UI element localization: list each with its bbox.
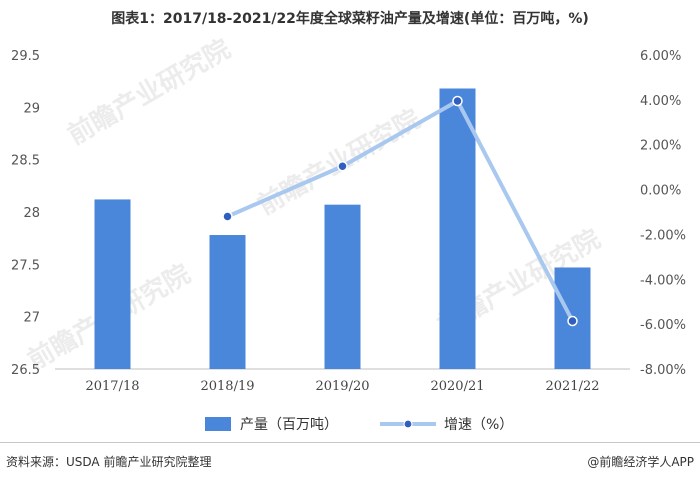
bar (324, 204, 361, 369)
growth-point (222, 211, 233, 222)
chart-title: 图表1：2017/18-2021/22年度全球菜籽油产量及增速(单位：百万吨，%… (111, 11, 589, 27)
growth-point (337, 160, 348, 172)
legend-label: 增速（%） (444, 417, 513, 433)
y-left-tick-label: 29.5 (11, 49, 40, 64)
x-tick-label: 2020/21 (430, 379, 484, 394)
y-right-tick-label: 2.00% (640, 139, 681, 154)
y-right-tick-label: 0.00% (640, 184, 681, 199)
y-right-tick-label: -4.00% (640, 273, 686, 288)
legend-label: 产量（百万吨） (240, 417, 338, 433)
growth-point (452, 95, 463, 107)
y-right-tick-label: -2.00% (640, 228, 686, 243)
y-left-tick-label: 26.5 (11, 363, 40, 378)
y-right-tick-label: -6.00% (640, 318, 686, 333)
growth-point (567, 315, 578, 327)
y-left-tick-label: 27 (23, 311, 40, 326)
chart-svg: 26.5 27 27.5 28 28.5 29 29.5 -8.00% -6.00% -4.00%… (11, 49, 686, 433)
x-tick-label: 2018/19 (200, 379, 254, 394)
growth-line (226, 98, 575, 322)
y-left-tick-label: 29 (23, 101, 40, 116)
y-left-tick-label: 27.5 (11, 258, 40, 273)
bar (94, 199, 131, 369)
x-tick-label: 2017/18 (85, 379, 139, 394)
y-right-tick-label: 6.00% (640, 49, 681, 64)
x-tick-label: 2021/22 (545, 379, 599, 394)
legend-swatch-marker (403, 419, 413, 429)
source-note: 资料来源：USDA 前瞻产业研究院整理 (6, 455, 212, 469)
x-tick-label: 2019/20 (315, 379, 369, 394)
y-left-tick-label: 28.5 (11, 154, 40, 169)
bar (439, 88, 476, 369)
bar (209, 235, 246, 369)
y-right-tick-label: 4.00% (640, 94, 681, 109)
footer-divider (0, 442, 700, 443)
y-right-tick-label: -8.00% (640, 363, 686, 378)
brand-credit: @前瞻经济学人APP (587, 455, 694, 469)
y-left-tick-label: 28 (23, 206, 40, 221)
legend-swatch-bar (205, 417, 231, 431)
